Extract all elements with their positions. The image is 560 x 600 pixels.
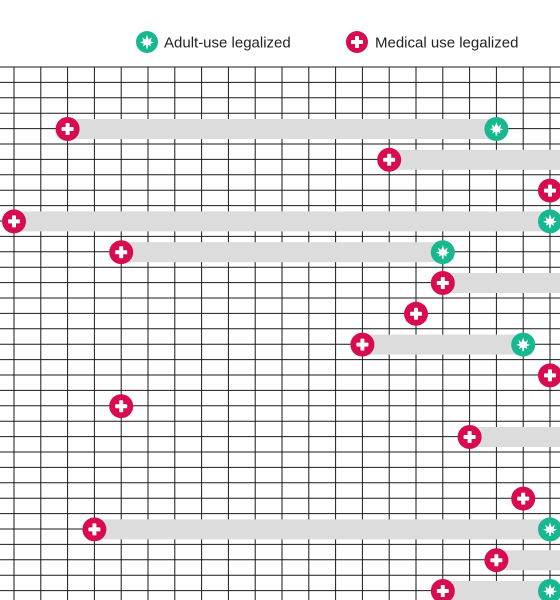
adult-marker [511,332,536,357]
adult-marker [484,117,509,141]
legend-label-medical: Medical use legalized [375,35,518,52]
timeline-markers [2,117,560,600]
medical-marker [109,240,134,265]
timeline-bar [94,519,551,540]
medical-marker [350,332,375,357]
medical-marker [377,147,402,172]
timeline-bar [67,119,497,139]
medical-marker [484,548,509,573]
timeline-bar [442,273,560,293]
legend-item-medical: Medical use legalized [346,31,518,53]
medical-marker [430,579,455,600]
legend-item-adult: Adult-use legalized [136,31,291,53]
adult-marker [538,579,560,600]
medical-marker [109,394,134,419]
medical-marker [82,517,107,542]
timeline-bar [469,427,560,447]
medical-marker [457,425,482,449]
adult-marker [538,517,560,542]
timeline-bar [496,550,560,571]
timeline-bar [14,211,550,232]
adult-marker [538,209,560,234]
timeline-bar [442,581,550,600]
medical-marker [538,178,560,203]
timeline-bar [121,242,443,263]
adult-marker [430,240,455,265]
timeline-bars [14,119,560,600]
legend: Adult-use legalized Medical use legalize… [136,31,518,53]
medical-marker [55,117,80,141]
legend-label-adult: Adult-use legalized [164,35,291,52]
medical-marker [404,301,428,326]
timeline-bar [389,149,560,170]
medical-marker [511,486,536,511]
medical-marker [538,363,560,388]
timeline-bar [362,334,524,355]
medical-marker [430,271,455,295]
medical-marker [2,209,26,234]
